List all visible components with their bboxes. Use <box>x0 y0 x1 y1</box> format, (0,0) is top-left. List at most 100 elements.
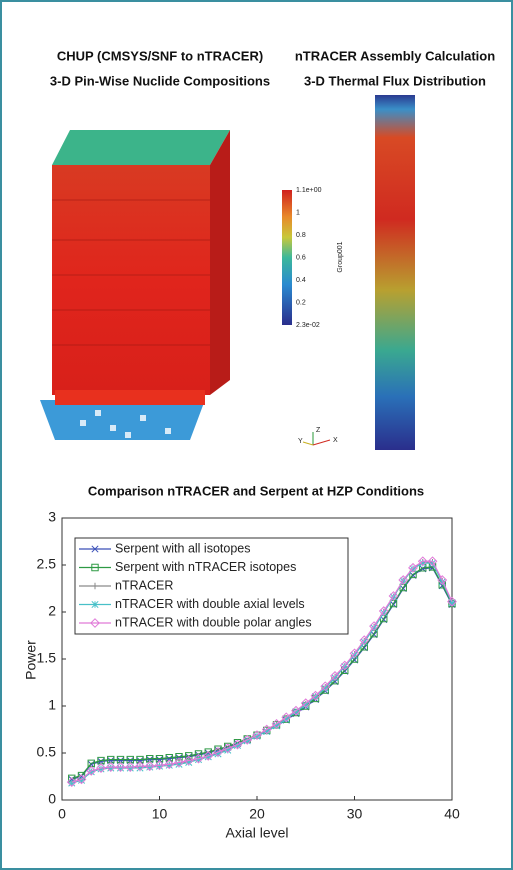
marker <box>155 754 164 763</box>
marker <box>281 712 292 723</box>
colorbar-label: 0.6 <box>296 254 306 261</box>
marker <box>77 776 86 784</box>
marker <box>194 756 203 764</box>
marker <box>213 747 223 757</box>
marker <box>214 750 222 758</box>
marker <box>203 750 214 761</box>
legend-marker <box>91 600 99 609</box>
marker <box>76 774 87 785</box>
marker <box>105 762 116 773</box>
marker <box>146 763 154 771</box>
legend-marker <box>91 563 99 572</box>
marker <box>86 765 97 776</box>
legend-marker <box>90 618 100 628</box>
x-tick-label: 10 <box>152 806 168 822</box>
marker <box>291 705 301 716</box>
marker <box>399 583 407 592</box>
marker <box>242 734 253 745</box>
marker <box>154 760 165 771</box>
marker <box>68 779 76 787</box>
marker <box>232 739 243 750</box>
marker <box>204 753 212 761</box>
marker <box>331 674 339 682</box>
marker <box>292 708 300 716</box>
marker <box>233 741 242 750</box>
y-label: Power <box>23 640 39 680</box>
marker <box>438 578 446 586</box>
marker <box>243 737 251 745</box>
marker <box>183 755 194 766</box>
axes-triad <box>302 432 331 446</box>
marker <box>300 698 311 709</box>
render-title: CHUP (CMSYS/SNF to nTRACER) <box>57 48 263 63</box>
marker <box>164 759 175 770</box>
marker <box>448 599 456 608</box>
legend-label: Serpent with nTRACER isotopes <box>115 560 296 574</box>
marker <box>155 762 164 770</box>
marker <box>165 761 173 769</box>
colorbar-label: 2.3e-02 <box>296 322 320 329</box>
marker <box>427 556 438 567</box>
marker <box>339 660 350 671</box>
marker <box>146 754 154 763</box>
marker <box>350 651 359 659</box>
render-title: nTRACER Assembly Calculation <box>295 48 495 63</box>
assembly-render <box>40 130 230 440</box>
triad-label: Y <box>298 438 303 445</box>
y-tick-label: 1.5 <box>37 650 57 666</box>
marker <box>398 575 409 585</box>
marker <box>253 732 261 740</box>
marker <box>360 638 368 646</box>
marker <box>311 693 320 701</box>
flux-column <box>375 95 415 450</box>
marker <box>252 730 262 741</box>
marker <box>116 764 125 772</box>
marker <box>66 777 77 788</box>
x-label: Axial level <box>225 825 288 841</box>
marker <box>263 727 271 735</box>
marker <box>185 758 193 766</box>
chart-title: Comparison nTRACER and Serpent at HZP Co… <box>88 483 424 498</box>
x-tick-label: 40 <box>444 806 460 822</box>
marker <box>341 662 349 671</box>
marker <box>97 765 105 773</box>
marker <box>125 762 136 773</box>
marker <box>224 746 232 754</box>
marker <box>359 635 370 646</box>
legend-label: Serpent with all isotopes <box>115 541 251 555</box>
x-tick-label: 20 <box>249 806 265 822</box>
x-tick-label: 30 <box>347 806 363 822</box>
marker <box>282 715 290 723</box>
marker <box>136 764 144 772</box>
legend-label: nTRACER with double polar angles <box>115 615 312 629</box>
render-title: 3-D Thermal Flux Distribution <box>304 73 486 88</box>
colorbar-label: 1.1e+00 <box>296 187 322 194</box>
marker <box>165 754 173 762</box>
marker <box>388 591 399 601</box>
marker <box>174 757 184 768</box>
marker <box>243 735 251 743</box>
colorbar-name: Group001 <box>337 241 344 272</box>
marker <box>320 681 331 692</box>
marker <box>310 690 321 701</box>
marker <box>272 722 281 730</box>
marker <box>96 763 106 773</box>
colorbar-label: 1 <box>296 209 300 216</box>
marker <box>107 764 115 772</box>
marker <box>144 761 155 772</box>
marker <box>136 755 144 764</box>
marker <box>175 753 183 761</box>
x-tick-label: 0 <box>58 806 66 822</box>
marker <box>126 764 134 772</box>
y-tick-label: 3 <box>48 509 56 525</box>
y-tick-label: 1 <box>48 697 56 713</box>
marker <box>437 575 448 585</box>
marker <box>321 684 329 692</box>
legend-label: nTRACER <box>115 578 173 592</box>
marker <box>370 629 378 638</box>
render-title: 3-D Pin-Wise Nuclide Compositions <box>50 73 270 88</box>
marker <box>222 743 233 754</box>
marker <box>419 559 427 567</box>
marker <box>448 599 456 607</box>
marker <box>115 762 126 773</box>
